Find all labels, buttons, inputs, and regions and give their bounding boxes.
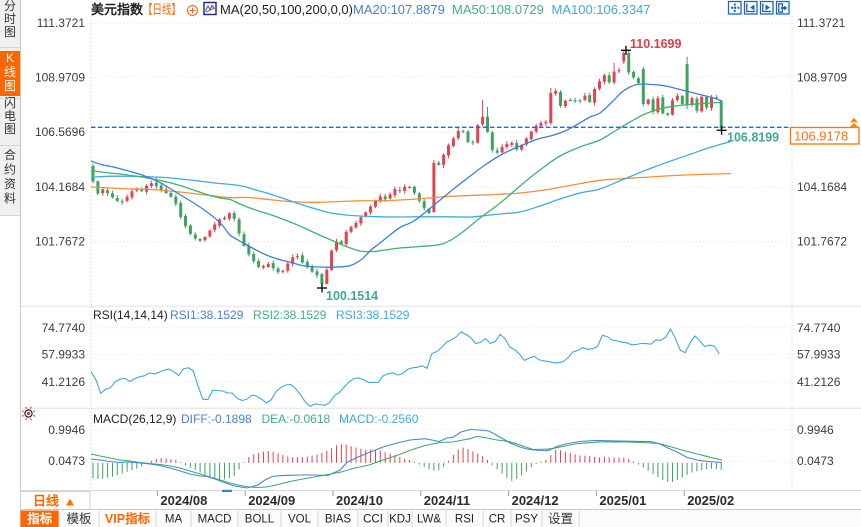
svg-text:74.7740: 74.7740 [797, 321, 841, 335]
svg-text:MACD: MACD [198, 514, 232, 526]
svg-text:101.7672: 101.7672 [35, 235, 85, 249]
svg-text:DEA:-0.0618: DEA:-0.0618 [262, 412, 331, 426]
svg-text:LW&: LW& [417, 514, 441, 526]
svg-text:RSI3:38.1529: RSI3:38.1529 [336, 308, 410, 322]
svg-text:0.9946: 0.9946 [797, 423, 834, 437]
svg-text:111.3721: 111.3721 [37, 16, 86, 30]
svg-text:RSI: RSI [455, 514, 474, 526]
svg-text:设置: 设置 [548, 511, 573, 526]
svg-text:57.9933: 57.9933 [42, 348, 86, 362]
svg-text:图: 图 [4, 25, 16, 39]
svg-text:2024/11: 2024/11 [424, 493, 470, 508]
svg-text:MA(20,50,100,200,0,0): MA(20,50,100,200,0,0) [220, 2, 353, 17]
svg-text:2024/10: 2024/10 [336, 493, 383, 508]
svg-text:时: 时 [4, 12, 16, 26]
svg-text:图: 图 [4, 122, 16, 136]
svg-text:2024/09: 2024/09 [248, 493, 295, 508]
svg-text:RSI2:38.1529: RSI2:38.1529 [253, 308, 327, 322]
svg-text:料: 料 [4, 192, 16, 206]
svg-text:指标: 指标 [27, 511, 53, 526]
svg-text:74.7740: 74.7740 [42, 321, 86, 335]
svg-text:合: 合 [4, 147, 16, 162]
svg-text:RSI1:38.1529: RSI1:38.1529 [170, 308, 244, 322]
svg-text:2024/08: 2024/08 [160, 493, 207, 508]
svg-text:DIFF:-0.1898: DIFF:-0.1898 [181, 412, 252, 426]
svg-text:PSY: PSY [515, 514, 538, 526]
svg-text:110.1699: 110.1699 [630, 37, 681, 51]
svg-text:资: 资 [4, 177, 16, 191]
svg-text:100.1514: 100.1514 [326, 289, 378, 303]
svg-text:104.1684: 104.1684 [35, 180, 85, 194]
svg-text:分: 分 [4, 0, 16, 13]
svg-text:101.7672: 101.7672 [797, 235, 847, 249]
svg-text:MACD:-0.2560: MACD:-0.2560 [339, 412, 419, 426]
svg-text:BIAS: BIAS [325, 514, 352, 526]
svg-text:VOL: VOL [288, 514, 312, 526]
svg-text:MACD(26,12,9): MACD(26,12,9) [93, 412, 176, 426]
svg-text:MA20:107.8879: MA20:107.8879 [353, 2, 445, 17]
svg-text:111.3721: 111.3721 [797, 16, 846, 30]
svg-text:模板: 模板 [66, 512, 92, 526]
svg-text:日线: 日线 [33, 494, 59, 509]
svg-text:MA: MA [165, 514, 183, 526]
svg-text:MA100:106.3347: MA100:106.3347 [552, 2, 651, 17]
svg-text:KDJ: KDJ [389, 514, 411, 526]
svg-text:CCI: CCI [363, 514, 383, 526]
svg-text:2025/01: 2025/01 [599, 493, 646, 508]
svg-text:0.0473: 0.0473 [797, 454, 834, 468]
svg-text:VIP指标: VIP指标 [105, 511, 151, 526]
svg-text:K: K [6, 51, 14, 65]
svg-text:57.9933: 57.9933 [797, 348, 841, 362]
svg-text:108.9709: 108.9709 [797, 70, 847, 84]
svg-text:美元指数: 美元指数 [91, 2, 144, 17]
svg-text:0.9946: 0.9946 [48, 423, 85, 437]
svg-text:MA50:108.0729: MA50:108.0729 [452, 2, 544, 17]
svg-text:电: 电 [4, 109, 16, 123]
svg-text:RSI(14,14,14): RSI(14,14,14) [93, 308, 168, 322]
svg-text:图: 图 [4, 79, 16, 93]
svg-text:【日线】: 【日线】 [143, 2, 181, 17]
svg-text:2024/12: 2024/12 [512, 493, 559, 508]
svg-text:106.9178: 106.9178 [794, 128, 848, 143]
svg-text:41.2126: 41.2126 [797, 375, 841, 389]
svg-text:0.0473: 0.0473 [48, 454, 85, 468]
svg-text:2025/02: 2025/02 [687, 493, 734, 508]
svg-text:约: 约 [4, 162, 16, 177]
svg-text:106.8199: 106.8199 [727, 131, 779, 145]
svg-text:BOLL: BOLL [245, 514, 275, 526]
svg-text:106.5696: 106.5696 [35, 125, 85, 139]
svg-text:CR: CR [489, 514, 506, 526]
svg-text:41.2126: 41.2126 [42, 375, 86, 389]
svg-text:108.9709: 108.9709 [35, 70, 85, 84]
svg-text:闪: 闪 [4, 96, 16, 110]
svg-text:104.1684: 104.1684 [797, 180, 847, 194]
svg-text:线: 线 [4, 65, 16, 79]
